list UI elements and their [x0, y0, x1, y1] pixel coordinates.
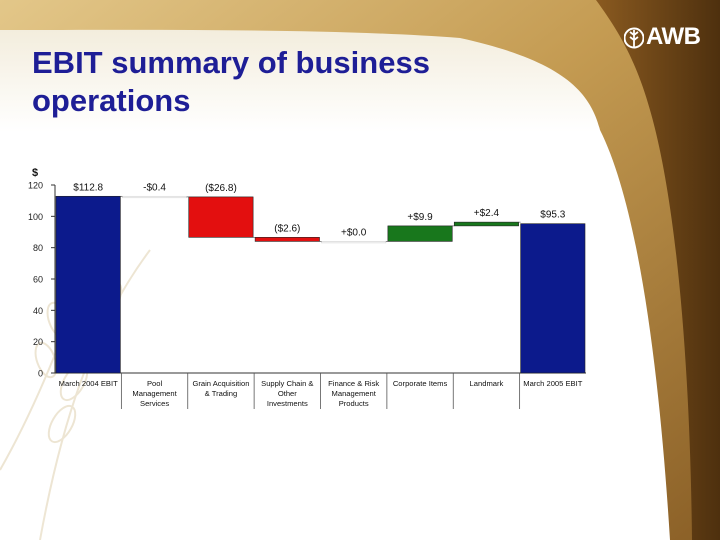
y-tick-label: 120: [28, 181, 43, 191]
y-tick-label: 80: [33, 243, 43, 253]
y-tick-label: 40: [33, 306, 43, 316]
waterfall-bar: [254, 237, 320, 242]
waterfall-bar: [453, 221, 519, 227]
x-tick-label: Management: [132, 389, 177, 398]
x-tick-label: Finance & Risk: [328, 379, 379, 388]
y-tick-label: 0: [38, 369, 43, 379]
waterfall-bar: [55, 195, 121, 374]
data-label: $95.3: [540, 210, 565, 221]
x-tick-label: Management: [332, 389, 377, 398]
waterfall-bar: [321, 241, 387, 244]
x-tick-label: March 2004 EBIT: [59, 379, 118, 388]
x-tick-label: Pool: [147, 379, 163, 388]
x-tick-label: Corporate Items: [393, 379, 448, 388]
slide-title: EBIT summary of business operations: [32, 45, 430, 118]
wheat-emblem-icon: [624, 27, 644, 49]
x-tick-label: Services: [140, 399, 169, 408]
waterfall-bar: [387, 225, 453, 242]
waterfall-bar: [122, 195, 188, 199]
y-tick-label: 60: [33, 275, 43, 285]
x-tick-label: Investments: [267, 399, 308, 408]
x-tick-label: Products: [339, 399, 369, 408]
data-label: ($26.8): [205, 183, 237, 194]
data-label: +$0.0: [341, 227, 367, 238]
y-axis-label: $: [32, 167, 38, 179]
logo-text: AWB: [646, 23, 701, 50]
x-tick-label: Other: [278, 389, 297, 398]
data-label: $112.8: [73, 182, 103, 193]
waterfall-bar: [188, 196, 254, 238]
y-tick-label: 100: [28, 212, 43, 222]
x-tick-label: Landmark: [470, 379, 504, 388]
x-tick-label: Supply Chain &: [261, 379, 313, 388]
data-label: ($2.6): [274, 223, 300, 234]
awb-logo: AWB: [624, 22, 714, 52]
waterfall-bar: [520, 223, 586, 374]
brown-swoosh: [596, 0, 720, 540]
x-tick-label: & Trading: [205, 389, 238, 398]
data-label: -$0.4: [143, 182, 166, 193]
y-tick-label: 20: [33, 337, 43, 347]
data-label: +$2.4: [474, 208, 500, 219]
x-tick-label: March 2005 EBIT: [523, 379, 582, 388]
x-tick-label: Grain Acquisition: [192, 379, 249, 388]
data-label: +$9.9: [407, 212, 433, 223]
